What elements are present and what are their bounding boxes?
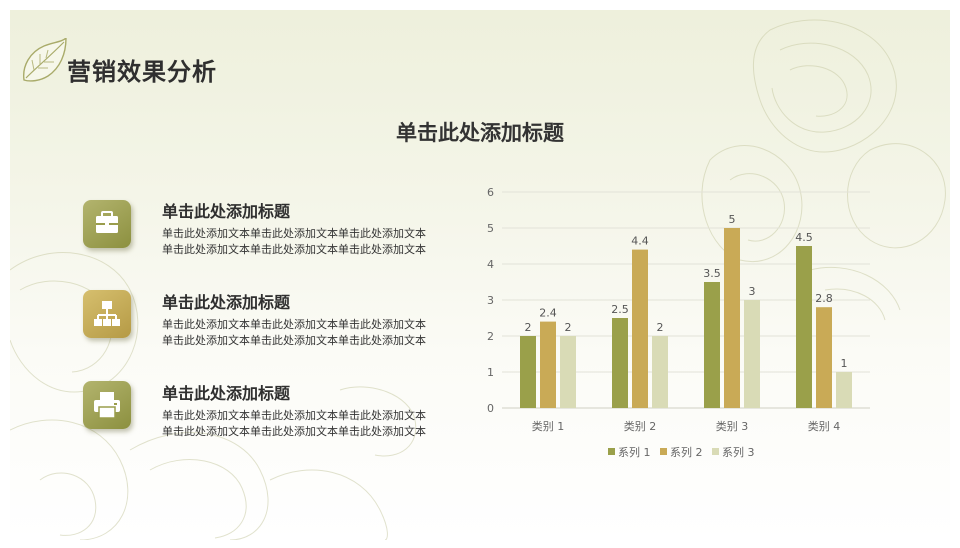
printer-icon [83, 381, 131, 429]
bar [652, 336, 668, 408]
bar [724, 228, 740, 408]
legend-swatch [712, 448, 719, 455]
data-label: 5 [729, 213, 736, 226]
item-text-2: 单击此处添加文本单击此处添加文本单击此处添加文本单击此处添加文本单击此处添加文本… [162, 318, 426, 347]
leaf-logo-icon [23, 38, 67, 82]
y-tick-label: 0 [487, 402, 494, 415]
legend-label: 系列 3 [722, 445, 755, 459]
bar [540, 321, 556, 408]
data-label: 2.8 [815, 292, 833, 305]
item-title-3: 单击此处添加标题 [162, 384, 291, 403]
x-category-label: 类别 3 [716, 419, 749, 433]
data-label: 2.4 [539, 307, 557, 320]
x-category-label: 类别 1 [532, 419, 565, 433]
x-category-label: 类别 4 [808, 419, 841, 433]
briefcase-icon [83, 200, 131, 248]
y-tick-label: 3 [487, 294, 494, 307]
item-text-3: 单击此处添加文本单击此处添加文本单击此处添加文本单击此处添加文本单击此处添加文本… [162, 409, 426, 438]
data-label: 2.5 [611, 303, 629, 316]
legend-label: 系列 2 [670, 445, 703, 459]
item-title-2: 单击此处添加标题 [162, 293, 291, 312]
bar [704, 282, 720, 408]
x-category-label: 类别 2 [624, 419, 657, 433]
y-tick-label: 4 [487, 258, 494, 271]
legend-label: 系列 1 [618, 445, 651, 459]
page-title: 营销效果分析 [67, 58, 217, 86]
floral-background-decoration [10, 19, 946, 540]
data-label: 4.5 [795, 231, 813, 244]
data-label: 4.4 [631, 235, 649, 248]
bar-chart: 0 1 2 3 4 5 6 2 2.4 2 类别 1 2.5 4.4 2 类别 2 3.5 5 3 类别 3 4.5 2… [487, 186, 870, 459]
slide: 营销效果分析 单击此处添加标题 单击此处添加标题 单击此处添加文本单击此处添加文… [10, 10, 950, 540]
y-tick-label: 5 [487, 222, 494, 235]
legend-swatch [660, 448, 667, 455]
bar [632, 249, 648, 408]
y-tick-label: 2 [487, 330, 494, 343]
item-text-1: 单击此处添加文本单击此处添加文本单击此处添加文本单击此处添加文本单击此处添加文本… [162, 227, 426, 256]
data-label: 1 [841, 357, 848, 370]
bar [520, 336, 536, 408]
y-tick-label: 6 [487, 186, 494, 199]
data-label: 2 [565, 321, 572, 334]
bar [796, 246, 812, 408]
bar [816, 307, 832, 408]
bar [744, 300, 760, 408]
data-label: 2 [525, 321, 532, 334]
item-title-1: 单击此处添加标题 [162, 202, 291, 221]
bar [612, 318, 628, 408]
section-title: 单击此处添加标题 [396, 121, 564, 145]
org-chart-icon [83, 290, 131, 338]
bar [560, 336, 576, 408]
data-label: 3.5 [703, 267, 721, 280]
legend-swatch [608, 448, 615, 455]
data-label: 3 [749, 285, 756, 298]
bar [836, 372, 852, 408]
data-label: 2 [657, 321, 664, 334]
y-tick-label: 1 [487, 366, 494, 379]
